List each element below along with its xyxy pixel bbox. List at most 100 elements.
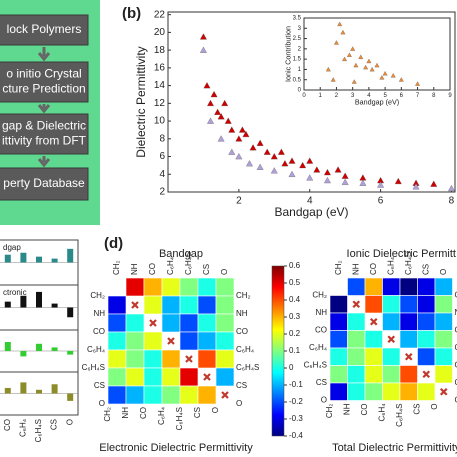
diagonal-cross bbox=[404, 352, 413, 361]
heatmap-cell bbox=[434, 330, 453, 349]
heatmap-cell bbox=[434, 295, 453, 314]
heatmap-cell bbox=[125, 277, 145, 297]
heatmap-cell bbox=[347, 347, 366, 366]
bar bbox=[4, 387, 11, 394]
point bbox=[270, 153, 278, 160]
point bbox=[270, 167, 278, 174]
colorbar bbox=[271, 265, 285, 437]
heatmap-cell bbox=[329, 312, 348, 331]
heatmap-cell bbox=[347, 330, 366, 349]
point bbox=[238, 126, 246, 133]
heatmap-cell bbox=[161, 313, 181, 333]
row-label: CO bbox=[315, 326, 327, 335]
point bbox=[323, 168, 331, 176]
point bbox=[346, 52, 352, 57]
point bbox=[210, 90, 218, 98]
heatmap-cell bbox=[161, 349, 181, 369]
heatmap-cell bbox=[417, 312, 436, 331]
y-tick-label: 1.5 bbox=[293, 57, 302, 63]
x-tick-label: 5 bbox=[383, 93, 387, 99]
heatmap-cell bbox=[215, 349, 235, 369]
colorbar-tick-label: 0.5 bbox=[289, 278, 301, 287]
heatmap-cell bbox=[417, 347, 436, 366]
diagonal-cross bbox=[203, 373, 211, 381]
right-label: O bbox=[236, 399, 242, 408]
heatmap-cell bbox=[107, 331, 127, 351]
point bbox=[333, 40, 339, 45]
flow-text: lock Polymers bbox=[7, 22, 82, 36]
col-label: CO bbox=[148, 263, 157, 275]
bottom-label: C₆H₄ bbox=[157, 407, 166, 425]
point bbox=[235, 135, 243, 142]
colorbar-tick-label: -0.2 bbox=[289, 397, 303, 406]
point bbox=[288, 157, 296, 164]
bottom-label: O bbox=[430, 404, 439, 410]
point bbox=[313, 166, 321, 173]
point bbox=[299, 161, 307, 169]
point bbox=[325, 66, 331, 72]
heatmap-cell bbox=[417, 330, 436, 349]
heatmap-cell bbox=[434, 365, 453, 384]
y-tick-label: 14 bbox=[154, 80, 166, 91]
y-tick-label: 2 bbox=[159, 187, 165, 198]
bar bbox=[20, 382, 27, 394]
heatmap-cell bbox=[179, 313, 199, 333]
right-label: CO bbox=[455, 326, 457, 335]
y-axis-label: Ionic Contribution bbox=[283, 26, 292, 82]
heatmap-cell bbox=[107, 313, 127, 333]
heatmap-cell bbox=[107, 385, 127, 405]
col-label: C₆H₄ bbox=[166, 257, 175, 275]
heatmap-cell bbox=[399, 365, 418, 384]
point bbox=[281, 160, 289, 167]
point bbox=[382, 71, 388, 76]
col-label: CO bbox=[369, 263, 378, 275]
x-tick-label: 3 bbox=[351, 93, 355, 99]
row-label: C₆H₄S bbox=[304, 361, 327, 370]
col-label: CS bbox=[202, 264, 211, 275]
flow-text: ittivity from DFT bbox=[2, 134, 87, 148]
right-label: CH₂ bbox=[455, 291, 457, 300]
heatmap-cell bbox=[364, 330, 383, 349]
point bbox=[199, 33, 207, 40]
point bbox=[394, 177, 402, 185]
heatmap-cell bbox=[417, 295, 436, 314]
point bbox=[203, 82, 211, 89]
point bbox=[350, 46, 356, 51]
heatmap-cell bbox=[347, 365, 366, 384]
point bbox=[263, 148, 271, 155]
point bbox=[369, 66, 375, 72]
point bbox=[374, 62, 380, 68]
point bbox=[306, 174, 314, 181]
point bbox=[221, 99, 229, 107]
point bbox=[256, 163, 264, 170]
point bbox=[256, 139, 264, 146]
x-tick-label: 7 bbox=[416, 93, 420, 99]
heatmap-cell bbox=[143, 385, 163, 405]
point bbox=[207, 99, 214, 107]
heatmap-cell bbox=[382, 312, 401, 331]
flow-text: perty Database bbox=[3, 176, 85, 190]
bottom-label: CS bbox=[193, 407, 202, 418]
colorbar-tick-label: -0.1 bbox=[289, 380, 303, 389]
x-tick-label: 2 bbox=[236, 196, 242, 207]
row-label: CS bbox=[316, 378, 327, 387]
diagonal-cross bbox=[387, 335, 396, 344]
right-label: O bbox=[455, 396, 457, 405]
x-tick-label: 4 bbox=[307, 196, 313, 207]
right-label: CS bbox=[236, 381, 247, 390]
diagonal-cross bbox=[369, 317, 378, 326]
heatmap-cell bbox=[382, 277, 401, 296]
point bbox=[242, 130, 250, 138]
plot-frame bbox=[303, 17, 451, 91]
y-tick-label: 12 bbox=[154, 98, 166, 109]
col-label: C₆H₄S bbox=[404, 252, 413, 275]
heatmap-cell bbox=[179, 295, 199, 315]
heatmap-cell bbox=[125, 349, 145, 369]
bar bbox=[4, 254, 11, 263]
bar bbox=[51, 303, 58, 308]
heatmap-cell bbox=[329, 330, 348, 349]
point bbox=[217, 135, 225, 142]
point bbox=[288, 170, 296, 177]
flow-text: o initio Crystal bbox=[6, 67, 81, 81]
y-tick-label: 1 bbox=[298, 67, 302, 73]
